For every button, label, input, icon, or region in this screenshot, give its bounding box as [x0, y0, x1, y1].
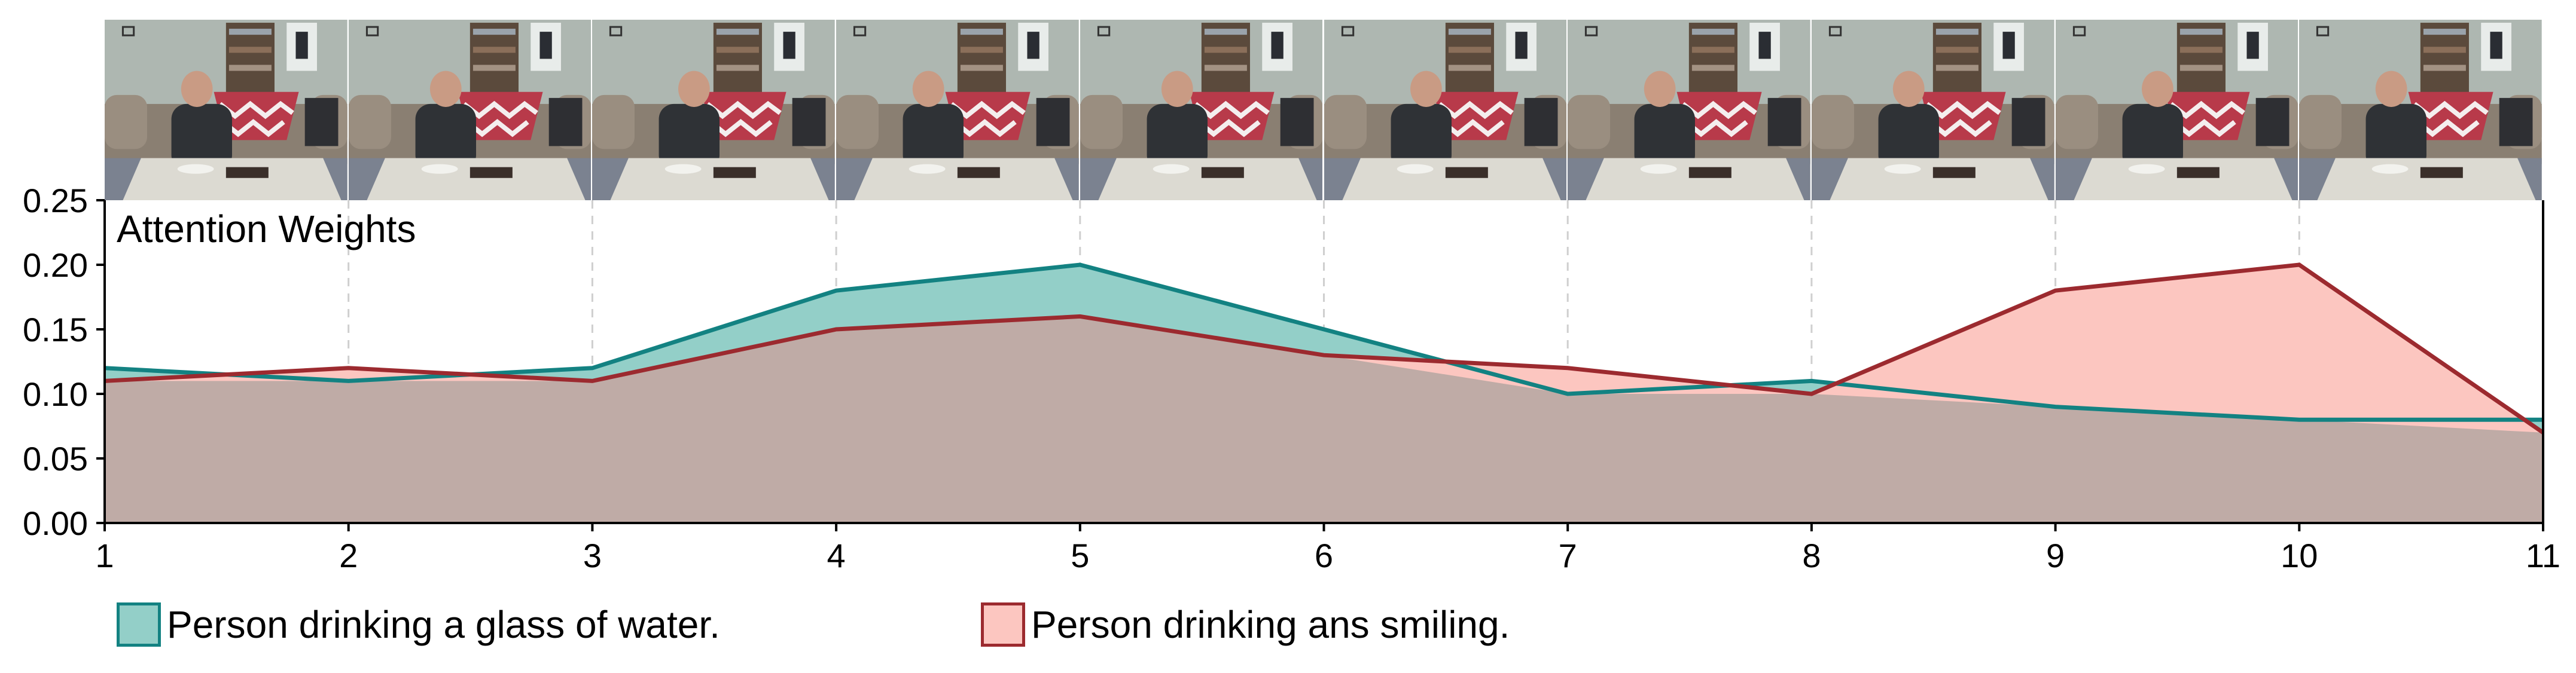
- legend-label-water: Person drinking a glass of water.: [167, 603, 720, 646]
- video-frame: [1568, 20, 1810, 200]
- y-tick-label: 0.15: [23, 311, 88, 348]
- legend: Person drinking a glass of water. Person…: [0, 592, 2576, 657]
- y-tick-label: 0.20: [23, 246, 88, 284]
- x-tick-label: 7: [1559, 537, 1577, 574]
- axes: 0.00 0.05 0.10 0.15 0.20 0.25 1 2 3 4 5 6 7 8 9 10 11: [23, 182, 2560, 574]
- series-line-1: [104, 262, 2544, 435]
- x-tick-label: 8: [1802, 537, 1821, 574]
- series-line-0: [104, 262, 2543, 422]
- legend-item-water: Person drinking a glass of water.: [117, 598, 720, 651]
- series-lines: [104, 262, 2544, 435]
- x-tick-label: 6: [1315, 537, 1333, 574]
- chart-title: Attention Weights: [117, 207, 416, 250]
- x-tick-label: 11: [2526, 537, 2560, 574]
- x-tick-label: 5: [1071, 537, 1089, 574]
- x-tick-label: 2: [339, 537, 358, 574]
- x-tick-label: 9: [2046, 537, 2065, 574]
- video-frame: [105, 20, 347, 200]
- legend-label-smiling: Person drinking ans smiling.: [1031, 603, 1510, 646]
- legend-swatch-smiling: [981, 602, 1025, 647]
- y-tick-label: 0.25: [23, 182, 88, 219]
- y-tick-label: 0.05: [23, 440, 88, 478]
- video-frame: [2055, 20, 2298, 200]
- video-frame: [1811, 20, 2054, 200]
- video-frame: [836, 20, 1079, 200]
- video-frame: [592, 20, 836, 200]
- x-tick-label: 10: [2281, 537, 2318, 574]
- y-tick-label: 0.10: [23, 375, 88, 413]
- y-tick-label: 0.00: [23, 504, 88, 542]
- area-overlap: [105, 316, 2543, 523]
- legend-item-smiling: Person drinking ans smiling.: [981, 598, 1510, 651]
- video-frame: [1324, 20, 1567, 200]
- video-frame: [1080, 20, 1323, 200]
- x-tick-label: 4: [827, 537, 846, 574]
- legend-swatch-water: [117, 602, 161, 647]
- video-frame: [2299, 20, 2542, 200]
- x-tick-label: 3: [583, 537, 602, 574]
- video-frame: [348, 20, 592, 200]
- x-tick-label: 1: [95, 537, 114, 574]
- area-fills: [105, 265, 2543, 523]
